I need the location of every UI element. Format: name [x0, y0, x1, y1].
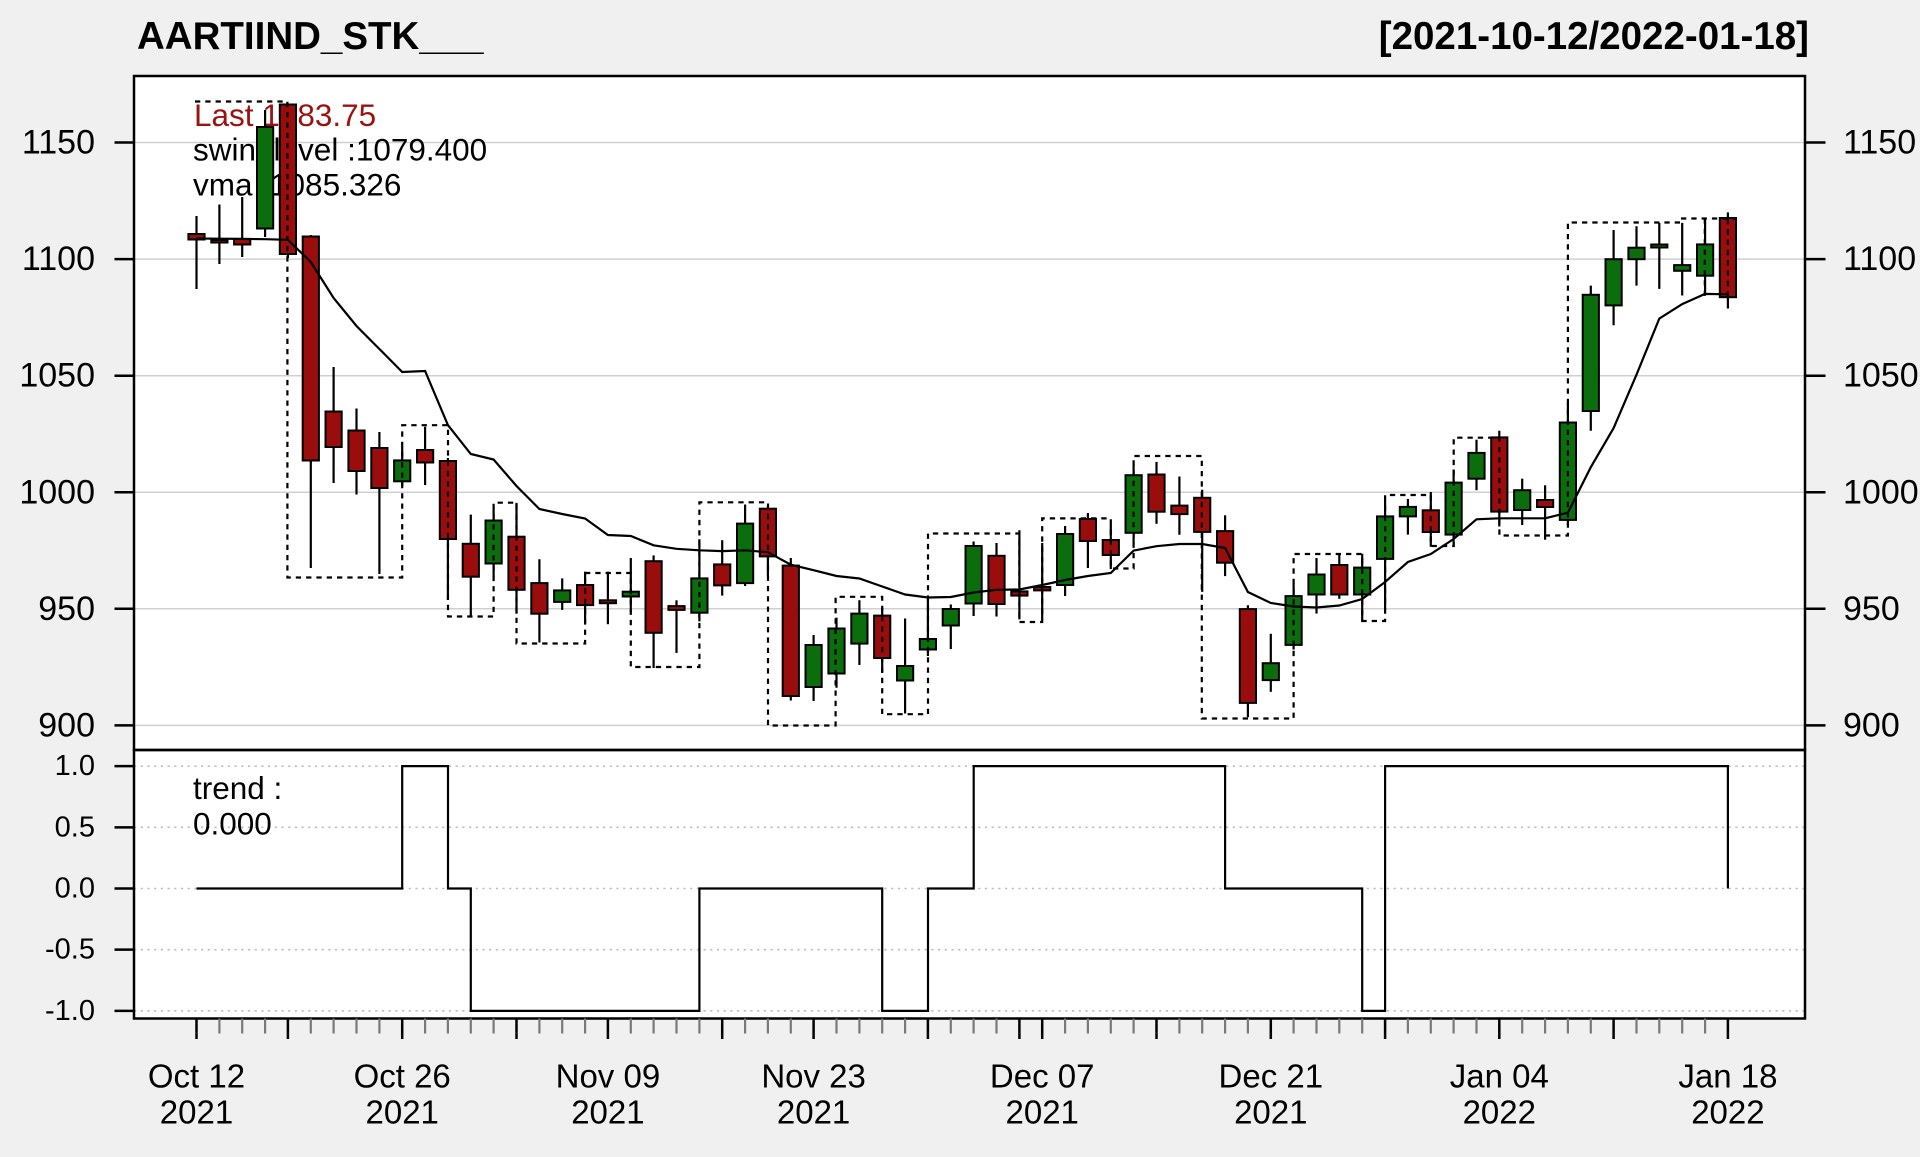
svg-text:2021: 2021	[1005, 1094, 1078, 1131]
svg-text:1150: 1150	[1843, 124, 1916, 162]
svg-text:vma :1085.326: vma :1085.326	[193, 166, 401, 202]
svg-text:900: 900	[38, 706, 95, 744]
svg-text:-1.0: -1.0	[45, 995, 95, 1027]
svg-text:-0.5: -0.5	[45, 934, 95, 966]
svg-text:1000: 1000	[19, 473, 95, 511]
svg-text:2021: 2021	[571, 1094, 644, 1131]
svg-text:Nov 09: Nov 09	[556, 1058, 661, 1095]
svg-text:2021: 2021	[365, 1094, 438, 1131]
svg-text:Oct 12: Oct 12	[148, 1058, 245, 1095]
svg-text:1050: 1050	[19, 357, 95, 395]
svg-text:swinglevel :1079.400: swinglevel :1079.400	[193, 132, 487, 168]
svg-text:Dec 07: Dec 07	[990, 1058, 1095, 1095]
svg-text:trend :: trend :	[193, 770, 282, 806]
svg-text:0.5: 0.5	[55, 811, 95, 843]
svg-text:2021: 2021	[777, 1094, 850, 1131]
svg-text:2021: 2021	[1234, 1094, 1307, 1131]
svg-text:950: 950	[38, 590, 95, 628]
svg-text:0.000: 0.000	[193, 806, 272, 842]
svg-text:1100: 1100	[22, 240, 95, 278]
svg-text:AARTIIND_STK___: AARTIIND_STK___	[137, 15, 484, 58]
svg-text:Nov 23: Nov 23	[761, 1058, 866, 1095]
svg-text:Jan 04: Jan 04	[1450, 1058, 1549, 1095]
svg-text:1150: 1150	[22, 124, 95, 162]
svg-text:950: 950	[1843, 590, 1900, 628]
svg-text:Jan 18: Jan 18	[1678, 1058, 1777, 1095]
svg-text:2022: 2022	[1691, 1094, 1764, 1131]
svg-text:1100: 1100	[1843, 240, 1916, 278]
svg-text:2022: 2022	[1463, 1094, 1536, 1131]
svg-text:Oct 26: Oct 26	[354, 1058, 451, 1095]
svg-text:1000: 1000	[1843, 473, 1919, 511]
svg-text:Dec 21: Dec 21	[1219, 1058, 1324, 1095]
svg-text:1.0: 1.0	[55, 750, 95, 782]
svg-text:2021: 2021	[160, 1094, 233, 1131]
svg-text:[2021-10-12/2022-01-18]: [2021-10-12/2022-01-18]	[1379, 15, 1809, 58]
svg-text:900: 900	[1843, 706, 1900, 744]
svg-text:0.0: 0.0	[55, 873, 95, 905]
svg-text:1050: 1050	[1843, 357, 1919, 395]
